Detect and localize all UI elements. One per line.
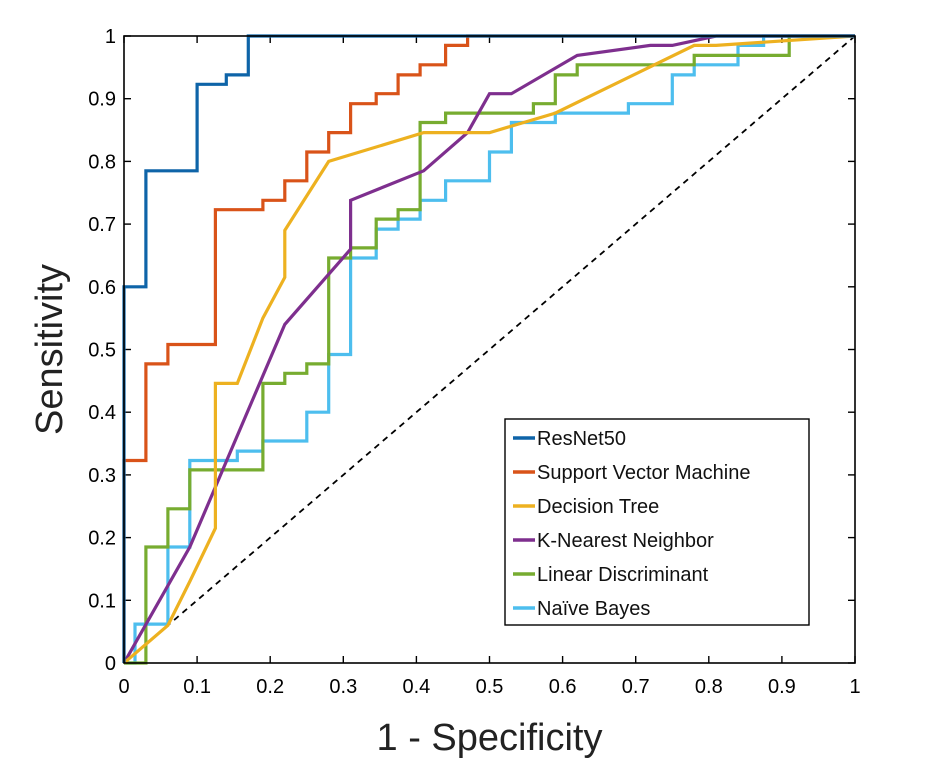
x-tick-label: 0.1 [183,676,211,698]
x-axis-title: 1 - Specificity [377,717,603,759]
x-tick-label: 0 [118,676,129,698]
x-tick-label: 1 [849,676,860,698]
series-line-decision-tree [122,34,856,665]
legend-label-resnet50: ResNet50 [537,428,626,450]
y-tick-label: 0.2 [88,528,116,550]
x-tick-label: 0.2 [256,676,284,698]
series-line-k-nearest-neighbor [122,34,855,664]
x-tick-label: 0.7 [622,676,650,698]
y-tick-label: 0 [105,653,116,675]
legend-label-k-nearest-neighbor: K-Nearest Neighbor [537,530,714,552]
x-axis: 0 0.1 0.2 0.3 0.4 0.5 0.6 0.7 0.8 0.9 1 [118,36,861,698]
y-tick-label: 0.7 [88,214,116,236]
x-tick-label: 0.4 [402,676,430,698]
legend-box [504,418,810,626]
legend-label-naive-bayes: Naïve Bayes [537,598,650,620]
series-line-naive-bayes [124,34,855,665]
y-tick-label: 0.4 [88,402,116,424]
y-axis-title: Sensitivity [29,264,71,435]
y-axis: 0 0.1 0.2 0.3 0.4 0.5 0.6 0.7 0.8 0.9 1 [88,26,855,675]
y-tick-label: 0.9 [88,89,116,111]
x-tick-label: 0.9 [768,676,796,698]
x-tick-label: 0.5 [476,676,504,698]
y-tick-label: 0.6 [88,277,116,299]
x-tick-label: 0.6 [549,676,577,698]
plot-frame [123,35,856,664]
legend-label-support-vector-machine: Support Vector Machine [537,462,750,484]
y-tick-label: 1 [105,26,116,48]
y-tick-label: 0.5 [88,340,116,362]
y-tick-label: 0.3 [88,465,116,487]
y-tick-label: 0.8 [88,151,116,173]
legend-label-decision-tree: Decision Tree [537,496,659,518]
legend-label-linear-discriminant: Linear Discriminant [537,564,709,586]
x-tick-label: 0.8 [695,676,723,698]
series-line-linear-discriminant [124,34,855,665]
y-tick-label: 0.1 [88,590,116,612]
x-tick-label: 0.3 [329,676,357,698]
series-line-support-vector-machine [122,34,855,663]
legend: ResNet50 Support Vector Machine Decision T… [504,418,810,626]
